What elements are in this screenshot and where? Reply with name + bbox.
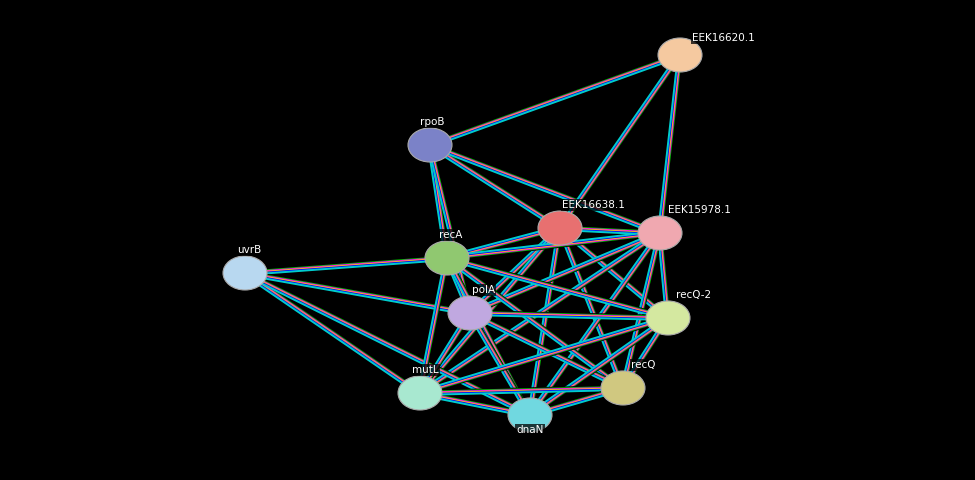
Text: EEK16638.1: EEK16638.1 (562, 200, 625, 210)
Ellipse shape (223, 256, 267, 290)
Text: EEK15978.1: EEK15978.1 (668, 205, 731, 215)
Ellipse shape (408, 128, 452, 162)
Ellipse shape (398, 376, 442, 410)
Text: rpoB: rpoB (420, 117, 445, 127)
Text: EEK16620.1: EEK16620.1 (692, 33, 755, 43)
Text: mutL: mutL (412, 365, 439, 375)
Ellipse shape (425, 241, 469, 275)
Text: polA: polA (472, 285, 495, 295)
Ellipse shape (646, 301, 690, 335)
Text: dnaN: dnaN (517, 425, 544, 435)
Ellipse shape (508, 398, 552, 432)
Ellipse shape (538, 211, 582, 245)
Text: uvrB: uvrB (237, 245, 261, 255)
Text: recQ-2: recQ-2 (676, 290, 711, 300)
Text: recQ: recQ (631, 360, 655, 370)
Ellipse shape (638, 216, 682, 250)
Text: recA: recA (439, 230, 462, 240)
Ellipse shape (601, 371, 645, 405)
Ellipse shape (448, 296, 492, 330)
Ellipse shape (658, 38, 702, 72)
